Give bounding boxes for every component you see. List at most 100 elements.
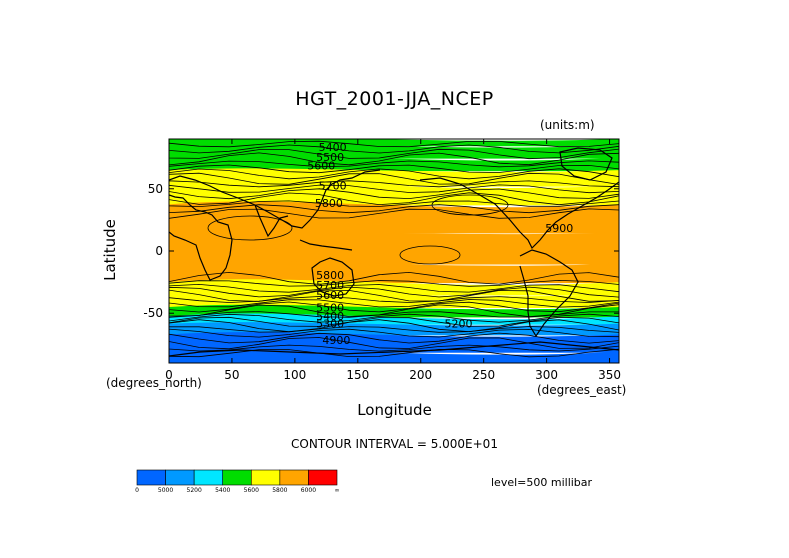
- contour-line: [169, 152, 619, 166]
- contour-line: [169, 301, 619, 313]
- contour-line: [169, 332, 619, 344]
- contour-line: [169, 311, 619, 318]
- level-text: level=500 millibar: [491, 476, 593, 489]
- contour-label: 5800: [316, 269, 344, 282]
- contour-labels: 5400550056005700580059005800570056005500…: [307, 141, 573, 347]
- y-axis-ticks: 50 0 -50: [143, 182, 619, 320]
- contour-line: [169, 326, 619, 333]
- contour-line: [169, 140, 619, 148]
- x-axis-label: Longitude: [357, 401, 432, 419]
- contour-line: [169, 313, 619, 323]
- band-5850: [169, 261, 619, 284]
- x-tick-label: 0: [165, 368, 173, 382]
- contour-loop: [207, 215, 293, 241]
- contour-line: [169, 348, 619, 358]
- x-tick-label: 300: [535, 368, 558, 382]
- india-coastline: [254, 204, 289, 238]
- colorbar-label: 0: [135, 487, 139, 494]
- y-axis-units: (degrees_north): [106, 376, 202, 390]
- contour-line: [169, 160, 619, 168]
- contour-label: 5700: [316, 279, 344, 292]
- contour-line: [169, 180, 619, 188]
- colorbar-bin: [250, 469, 281, 486]
- x-tick-label: 50: [224, 368, 239, 382]
- contour-line: [169, 296, 619, 303]
- x-tick-label: 350: [598, 368, 621, 382]
- coastlines: [169, 147, 619, 357]
- contour-label: 5400: [316, 310, 344, 323]
- contour-line: [169, 172, 619, 185]
- contour-line: [169, 192, 619, 206]
- greenland-coastline: [559, 147, 613, 181]
- x-tick-label: 150: [346, 368, 369, 382]
- contour-label: 4900: [322, 334, 350, 347]
- x-tick-label: 200: [409, 368, 432, 382]
- y-axis-label: Latitude: [101, 219, 119, 281]
- contour-line: [169, 289, 619, 302]
- australia-coastline: [311, 257, 355, 297]
- x-axis-units: (degrees_east): [537, 383, 627, 397]
- colorbar-label: 5800: [272, 487, 287, 494]
- contour-line: [169, 337, 619, 350]
- africa-coastline: [169, 194, 233, 281]
- contour-loop: [431, 194, 509, 216]
- colorbar-bin: [222, 469, 252, 486]
- colorbar-label: 6000: [301, 487, 316, 494]
- contour-line: [169, 200, 619, 208]
- colorbar-label: 5400: [215, 487, 230, 494]
- colorbar-bin: [279, 469, 309, 486]
- contour-line: [169, 299, 619, 308]
- colorbar-bin: [308, 469, 338, 486]
- contour-label: 5800: [315, 197, 343, 210]
- contour-line: [169, 204, 619, 214]
- contour-line: [169, 271, 619, 285]
- contour-label: 5300: [316, 318, 344, 331]
- band-5740: [169, 279, 619, 296]
- colorbar-bin: [165, 469, 195, 486]
- contour-label: 5600: [316, 289, 344, 302]
- antarctica-coastline: [169, 341, 619, 357]
- x-tick-label: 250: [472, 368, 495, 382]
- contour-line: [169, 319, 619, 333]
- band-5880: [169, 230, 619, 265]
- chart-title: HGT_2001-JJA_NCEP: [295, 88, 494, 110]
- colorbar-label: 5200: [187, 487, 202, 494]
- contour-line: [169, 283, 619, 293]
- y-tick-label: 50: [148, 182, 163, 196]
- band-5560: [169, 154, 619, 172]
- contour-lines: [169, 140, 619, 358]
- north-america-coastline: [419, 177, 619, 250]
- colorbar: 0 5000 5200 5400 5600 5800 6000 ∞: [135, 469, 340, 494]
- contour-label: 5700: [319, 180, 347, 193]
- band-5600: [169, 292, 619, 308]
- contour-label: 5400: [319, 141, 347, 154]
- contour-loop: [399, 245, 461, 265]
- contour-label: 5200: [445, 318, 473, 331]
- contour-label: 5500: [316, 151, 344, 164]
- contour-line: [169, 316, 619, 327]
- y-tick-label: 0: [155, 244, 163, 258]
- band-4950: [169, 348, 619, 363]
- europe-asia-coastline: [169, 169, 381, 229]
- indonesia-coastline: [299, 239, 353, 251]
- contour-line: [169, 208, 619, 219]
- contour-line: [169, 344, 619, 352]
- colorbar-label: 5000: [158, 487, 173, 494]
- contour-line: [169, 164, 619, 174]
- colorbar-bin: [193, 469, 224, 486]
- colorbar-label: ∞: [335, 487, 340, 494]
- units-label: (units:m): [540, 118, 595, 132]
- band-5780: [169, 183, 619, 206]
- contour-label: 5500: [316, 301, 344, 314]
- contour-line: [169, 144, 619, 154]
- contour-line: [169, 188, 619, 200]
- band-5850: [169, 201, 619, 234]
- colorbar-bin: [136, 469, 166, 486]
- contour-line: [169, 168, 619, 180]
- contour-interval-text: CONTOUR INTERVAL = 5.000E+01: [291, 437, 498, 451]
- contour-line: [169, 148, 619, 160]
- x-axis-ticks: 0 50 100 150 200 250 300 350: [165, 139, 621, 382]
- y-tick-label: -50: [143, 306, 163, 320]
- contour-label: 5900: [545, 222, 573, 235]
